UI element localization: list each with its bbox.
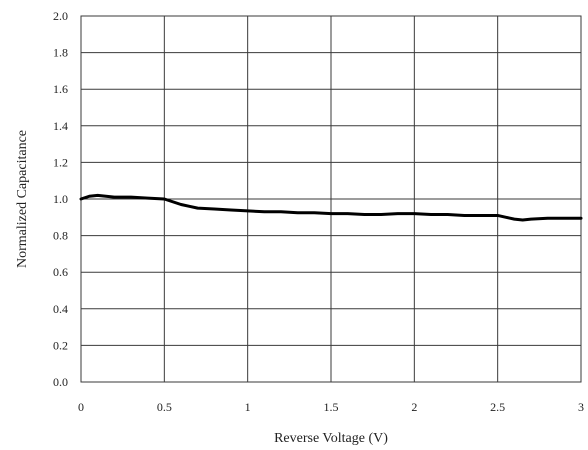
y-tick-label: 0.6 [53, 265, 68, 279]
x-tick-label: 2 [411, 400, 417, 414]
series-line-0 [79, 193, 583, 222]
x-axis-title: Reverse Voltage (V) [274, 431, 388, 446]
x-tick-label: 1.5 [324, 400, 339, 414]
y-tick-label: 0.4 [53, 302, 68, 316]
x-tick-label: 1 [245, 400, 251, 414]
y-tick-labels: 0.0 0.2 0.4 0.6 0.8 1.0 1.2 1.4 1.6 1.8 2.0 [53, 9, 68, 389]
y-tick-label: 1.4 [53, 119, 68, 133]
x-tick-label: 2.5 [490, 400, 505, 414]
x-tick-labels: 0 0.5 1 1.5 2 2.5 3 [78, 400, 584, 414]
y-tick-label: 1.8 [53, 46, 68, 60]
x-tick-label: 0.5 [157, 400, 172, 414]
series-layer [79, 193, 583, 222]
x-tick-label: 0 [78, 400, 84, 414]
y-tick-label: 1.2 [53, 155, 68, 169]
x-tick-label: 3 [578, 400, 584, 414]
y-tick-label: 0.8 [53, 229, 68, 243]
y-tick-label: 0.2 [53, 338, 68, 352]
y-tick-label: 1.0 [53, 192, 68, 206]
y-tick-label: 0.0 [53, 375, 68, 389]
y-axis-title: Normalized Capacitance [15, 130, 30, 268]
y-tick-label: 1.6 [53, 82, 68, 96]
y-tick-label: 2.0 [53, 9, 68, 23]
